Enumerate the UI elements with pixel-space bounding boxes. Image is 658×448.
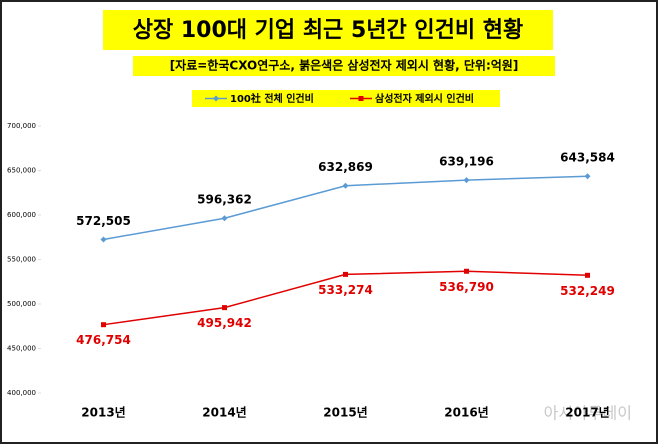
- data-label: 596,362: [197, 193, 252, 207]
- data-label: 533,274: [318, 283, 373, 297]
- y-tick-label: 650,000: [7, 167, 36, 175]
- marker: [343, 271, 348, 277]
- legend-label: 삼성전자 제외시 인건비: [375, 92, 474, 105]
- chart-subtitle: [자료=한국CXO연구소, 붉은색은 삼성전자 제외시 현황, 단위:억원]: [170, 58, 519, 73]
- y-tick-label: 450,000: [7, 345, 36, 353]
- y-tick-label: 400,000: [7, 389, 36, 397]
- marker: [221, 215, 228, 222]
- data-label: 495,942: [197, 316, 252, 330]
- subtitle-box: [133, 56, 555, 76]
- x-tick-label: 2016년: [444, 406, 488, 420]
- marker: [463, 177, 470, 184]
- data-label: 536,790: [439, 280, 494, 294]
- legend-label: 100社 전체 인건비: [230, 92, 314, 105]
- marker: [584, 173, 591, 180]
- marker: [585, 272, 590, 278]
- y-tick-label: 600,000: [7, 211, 36, 219]
- data-label: 639,196: [439, 155, 494, 169]
- y-tick-label: 700,000: [7, 122, 36, 130]
- marker: [100, 236, 107, 243]
- data-label: 476,754: [76, 333, 131, 347]
- data-label: 532,249: [560, 284, 615, 298]
- marker: [342, 182, 349, 189]
- x-tick-label: 2015년: [323, 406, 367, 420]
- title-box: [103, 10, 553, 50]
- marker: [222, 305, 227, 311]
- data-label: 572,505: [76, 214, 131, 228]
- x-tick-label: 2014년: [202, 406, 246, 420]
- watermark: 아시아투데이: [544, 404, 632, 423]
- marker: [464, 268, 469, 274]
- legend-box: [192, 90, 500, 107]
- marker: [101, 322, 106, 328]
- y-tick-label: 500,000: [7, 300, 36, 308]
- chart-title: 상장 100대 기업 최근 5년간 인건비 현황: [133, 18, 524, 43]
- data-label: 632,869: [318, 160, 373, 174]
- x-tick-label: 2017년: [565, 406, 609, 420]
- legend-marker: [213, 95, 219, 102]
- y-tick-label: 550,000: [7, 256, 36, 264]
- legend-marker: [358, 96, 364, 101]
- data-label: 643,584: [560, 151, 615, 165]
- x-tick-label: 2013년: [81, 406, 125, 420]
